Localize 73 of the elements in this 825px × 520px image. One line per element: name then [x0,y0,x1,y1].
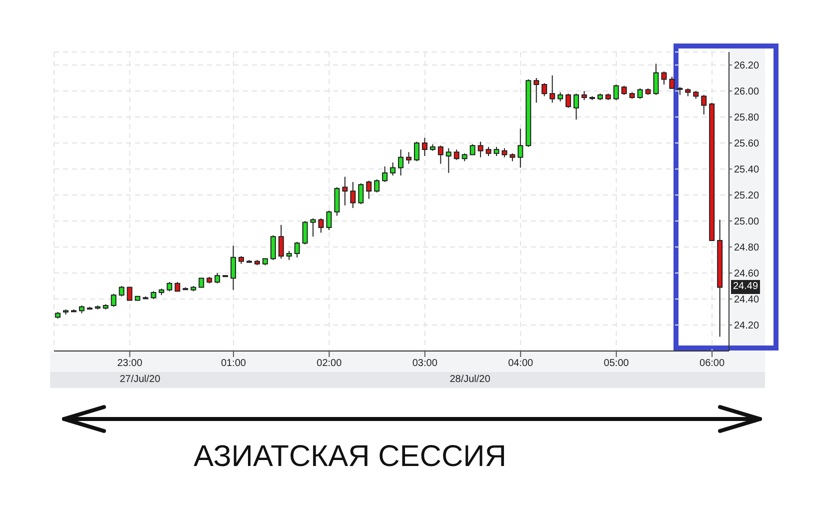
y-tick-label: 25.60 [734,138,760,150]
candlestick [318,218,324,234]
candlestick [374,178,380,193]
y-tick-label: 25.20 [734,190,760,202]
candlestick [414,141,420,162]
candlestick [342,176,348,206]
candlestick [350,182,356,208]
candlestick [534,78,540,104]
y-tick-label: 26.20 [734,60,760,72]
candlestick [214,272,220,284]
text: 28/Jul/20 [448,374,492,385]
x-tick-label: 04:00 [508,358,534,370]
candlestick [653,63,659,96]
candlestick [558,92,564,102]
candlestick [661,71,667,85]
y-tick-label: 24.60 [734,268,760,280]
candlestick [613,84,619,101]
candlestick [110,293,116,308]
candlestick [390,162,396,176]
x-tick-label: 01:00 [220,358,246,370]
candlestick [669,76,675,89]
candlestick [398,149,404,176]
text: 27/Jul/20 [118,374,162,385]
candlestick [446,148,452,174]
candlestick [406,152,412,164]
candlestick [486,146,492,156]
x-tick-label: 06:00 [700,358,725,370]
candlestick [270,234,276,260]
candlestick [581,90,587,101]
x-tick-label: 03:00 [412,358,438,370]
candlestick [310,218,316,238]
y-tick-label: 25.40 [734,164,760,176]
candlestick [454,149,460,160]
y-tick-label: 24.80 [734,242,760,254]
annotation: 24.49 [731,280,760,294]
candlestick [542,82,548,97]
candlestick [550,74,556,104]
candlestick [494,146,500,156]
candlestick [326,210,332,231]
candlestick [574,93,579,120]
candlestick [438,145,444,164]
candlestick [166,282,172,292]
candlestick [382,166,388,182]
y-tick-label: 24.40 [734,294,760,306]
text: АЗИАТСКАЯ СЕССИЯ [192,440,508,474]
y-tick-label: 25.00 [734,216,760,228]
candlestick [470,144,476,156]
candlestick [478,141,484,158]
y-tick-label: 24.20 [734,320,760,332]
candlestick [302,220,308,245]
candlestick [230,245,236,290]
candlestick [174,282,180,292]
x-tick-label: 02:00 [316,358,342,370]
candlestick [566,93,572,108]
x-tick-label: 23:00 [117,358,143,370]
x-tick-label: 05:00 [604,358,630,370]
candlestick [637,88,643,100]
candlestick [294,241,300,258]
candlestick [126,286,132,301]
candlestick [422,137,428,156]
candlestick [278,224,284,260]
candlestick [366,180,372,200]
candlestick [358,182,364,205]
candlestick [701,94,707,115]
candlestick [334,186,340,216]
y-tick-label: 26.00 [734,86,760,98]
candlestick [118,286,124,297]
candlestick [198,278,204,288]
candlestick [518,128,524,168]
candlestick [502,148,508,158]
y-tick-label: 25.80 [734,112,760,124]
candlestick [621,85,627,96]
candlestick [286,250,292,260]
